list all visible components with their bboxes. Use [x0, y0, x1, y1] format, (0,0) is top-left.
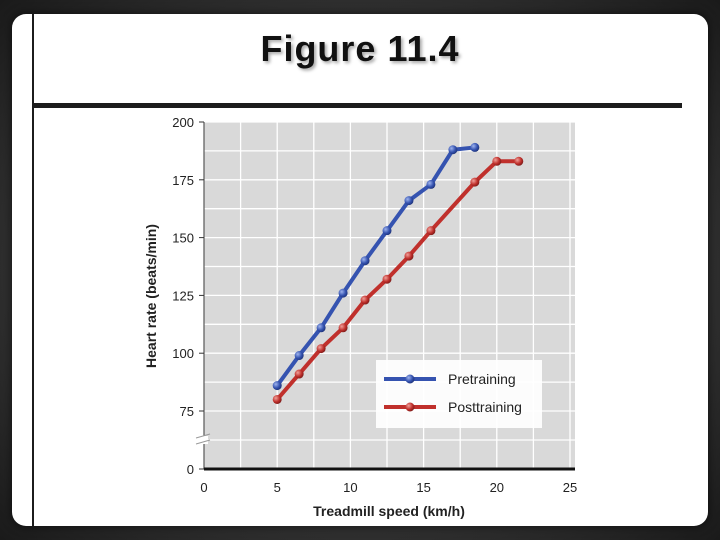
posttraining-point	[514, 156, 524, 166]
posttraining-point	[294, 369, 304, 379]
y-tick-label: 75	[180, 404, 194, 419]
pretraining-point	[382, 226, 392, 236]
y-tick-label: 100	[172, 346, 194, 361]
posttraining-point	[382, 274, 392, 284]
series-layer	[272, 142, 524, 404]
axis-break-mark	[195, 439, 211, 445]
y-tick-label: 125	[172, 288, 194, 303]
posttraining-point	[426, 226, 436, 236]
pretraining-series	[272, 142, 480, 391]
y-tick-label: 0	[187, 462, 194, 477]
y-tick-label: 175	[172, 173, 194, 188]
legend-label-pretraining: Pretraining	[448, 371, 516, 387]
pretraining-point	[360, 256, 370, 266]
pretraining-point	[272, 381, 282, 391]
pretraining-point	[426, 179, 436, 189]
pretraining-point	[404, 196, 414, 206]
posttraining-point	[360, 295, 370, 305]
x-tick-label: 5	[274, 480, 281, 495]
slide-title: Figure 11.4	[260, 28, 460, 69]
y-tick-label: 150	[172, 231, 194, 246]
axis-break-mark	[195, 433, 211, 439]
x-tick-label: 15	[416, 480, 430, 495]
y-axis-label: Heart rate (beats/min)	[143, 224, 159, 368]
pretraining-point	[448, 145, 458, 155]
x-tick-label: 25	[563, 480, 577, 495]
posttraining-point	[492, 156, 502, 166]
x-tick-label: 20	[490, 480, 504, 495]
x-tick-label: 10	[343, 480, 357, 495]
posttraining-series	[272, 156, 524, 404]
legend: Pretraining Posttraining	[376, 360, 542, 428]
left-rule	[32, 14, 34, 526]
posttraining-point	[272, 394, 282, 404]
axis-break-gap	[194, 436, 208, 444]
pretraining-point	[294, 351, 304, 361]
posttraining-point	[404, 251, 414, 261]
legend-box	[376, 360, 542, 428]
x-axis-label: Treadmill speed (km/h)	[313, 503, 465, 519]
pretraining-point	[338, 288, 348, 298]
posttraining-point	[470, 177, 480, 187]
pretraining-point	[316, 323, 326, 333]
y-tick-label: 200	[172, 115, 194, 130]
legend-marker-pretraining	[405, 374, 415, 384]
pretraining-point	[470, 142, 480, 152]
legend-marker-posttraining	[405, 402, 415, 412]
legend-label-posttraining: Posttraining	[448, 399, 522, 415]
x-tick-label: 0	[200, 480, 207, 495]
tick-labels: 0 75 100 125 150 175 200 0 5 10 15 20 25	[172, 115, 577, 495]
posttraining-point	[316, 344, 326, 354]
posttraining-point	[338, 323, 348, 333]
pretraining-line	[275, 145, 476, 387]
title-rule	[32, 103, 682, 108]
